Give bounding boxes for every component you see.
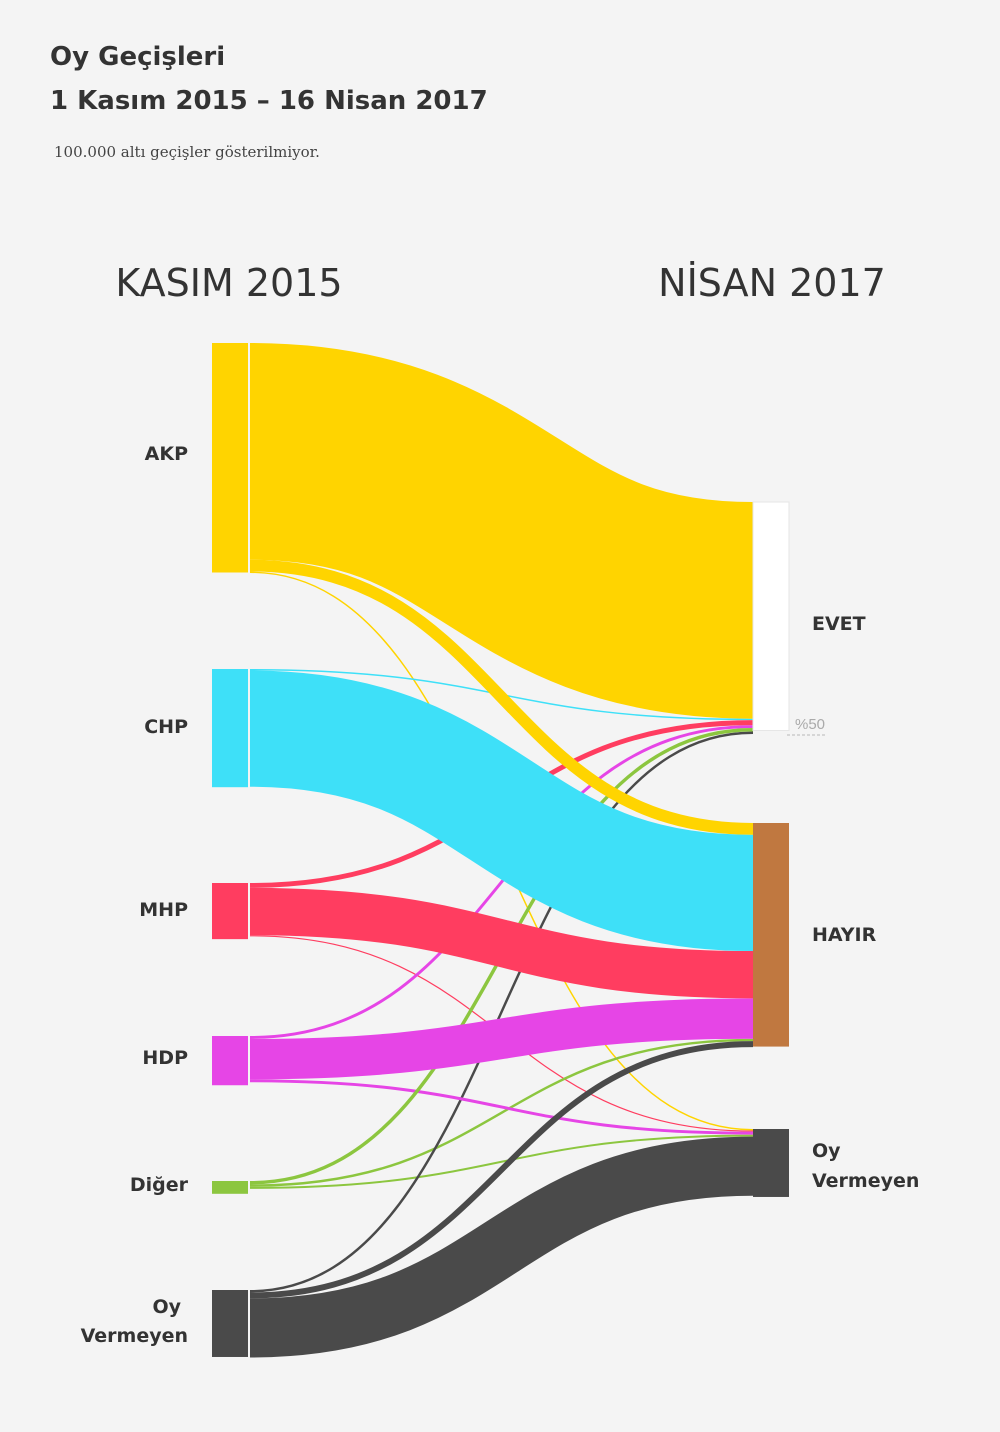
fifty-percent-label: %50 <box>795 716 825 733</box>
flow-oyvermeyen-to-hayir <box>249 1041 754 1299</box>
source-node-akp <box>212 343 248 573</box>
source-node-chp <box>212 669 248 788</box>
source-node-mhp <box>212 883 248 940</box>
column-header-kasim-2015: KASIM 2015 <box>115 261 342 305</box>
target-node-oyvermeyent <box>753 1129 789 1197</box>
source-label-diger: Diğer <box>130 1174 189 1196</box>
flow-hdp-to-evet <box>249 725 754 1039</box>
source-node-diger <box>212 1181 248 1194</box>
flow-hdp-to-oyvermeyent <box>249 1079 754 1135</box>
target-label-evet: EVET <box>812 613 866 635</box>
chart-subtitle: 100.000 altı geçişler gösterilmiyor. <box>54 143 320 161</box>
source-label-oyvermeyen: Oy Vermeyen <box>81 1296 188 1347</box>
chart-title-line-1: Oy Geçişleri <box>50 42 226 72</box>
target-node-evet <box>752 501 790 732</box>
node-labels: %50 AKP CHP MHP HDP Diğer Oy Vermeyen EVET HAYIR O… <box>81 443 920 1347</box>
flow-chp-to-hayir <box>249 670 754 952</box>
source-label-chp: CHP <box>144 716 188 738</box>
flow-links <box>248 343 755 1358</box>
flow-akp-to-hayir <box>249 559 754 835</box>
column-header-nisan-2017: NİSAN 2017 <box>658 261 886 305</box>
flow-mhp-to-hayir <box>249 887 754 999</box>
flow-oyvermeyen-to-oyvermeyent <box>249 1136 754 1358</box>
flow-oyvermeyen-to-evet <box>249 731 754 1293</box>
chart-title-line-2: 1 Kasım 2015 – 16 Nisan 2017 <box>50 86 488 116</box>
target-node-hayir <box>753 823 789 1047</box>
target-label-hayir: HAYIR <box>812 924 877 946</box>
flow-hdp-to-hayir <box>249 998 754 1080</box>
sankey-nodes <box>212 343 826 1357</box>
source-node-oyvermeyen <box>212 1290 248 1357</box>
target-label-oyvermeyent: Oy Vermeyen <box>812 1140 919 1192</box>
source-label-hdp: HDP <box>142 1047 188 1069</box>
flow-akp-to-evet <box>248 343 755 719</box>
flow-diger-to-oyvermeyent <box>249 1134 754 1189</box>
source-label-akp: AKP <box>145 443 188 465</box>
source-label-mhp: MHP <box>139 899 188 921</box>
flow-diger-to-hayir <box>249 1038 754 1187</box>
source-node-hdp <box>212 1036 248 1086</box>
